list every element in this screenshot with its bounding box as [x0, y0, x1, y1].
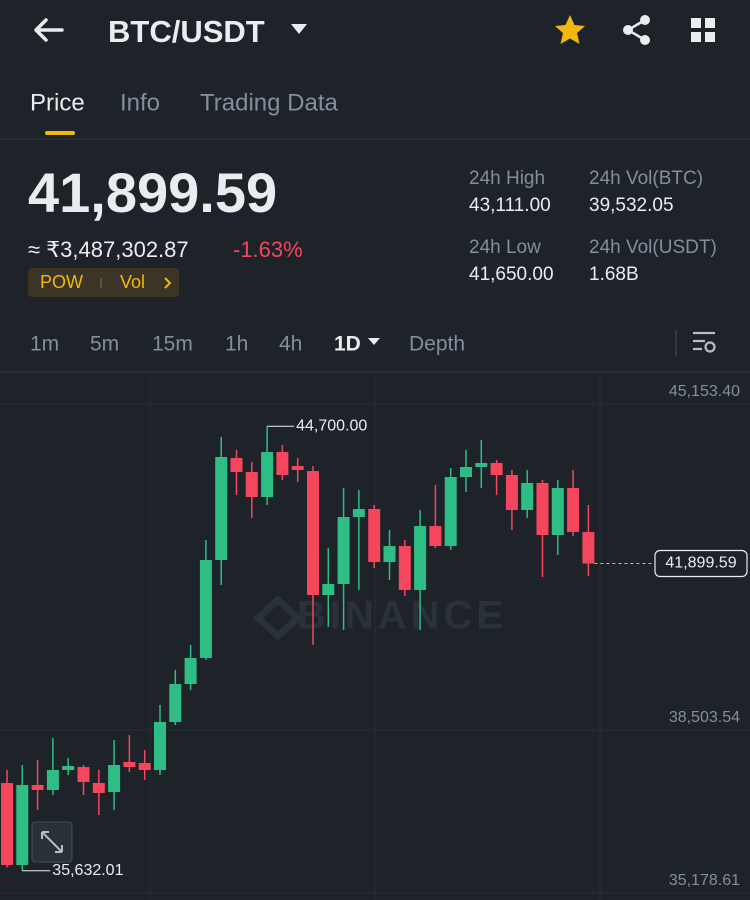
candle-body	[383, 546, 396, 563]
candle-body	[582, 532, 595, 564]
interval[interactable]: 15m	[152, 333, 193, 356]
tab[interactable]: Price	[30, 89, 85, 116]
stat-value: 43,111.00	[469, 195, 551, 216]
candle-body	[169, 684, 182, 723]
watermark: BINANCE	[297, 594, 507, 638]
candle-body	[138, 762, 151, 770]
y-tick-label: 38,503.54	[669, 709, 740, 726]
stat-value: 39,532.05	[589, 195, 674, 216]
settings-gear	[704, 341, 716, 353]
watermark-logo	[252, 595, 304, 641]
high-marker-label: 44,700.00	[296, 417, 367, 434]
interval[interactable]: 4h	[279, 333, 302, 356]
candle-body	[77, 767, 90, 783]
candle-body	[521, 482, 534, 510]
tab[interactable]: Trading Data	[200, 89, 339, 116]
tag-background	[28, 268, 179, 297]
grid-cell	[691, 32, 701, 42]
stat-label: 24h Low	[469, 237, 541, 258]
expand-button[interactable]	[31, 821, 73, 863]
grid-cell	[691, 18, 701, 28]
grid-cell	[705, 32, 715, 42]
candle-body	[62, 766, 75, 770]
stat-label: 24h Vol(BTC)	[589, 168, 703, 189]
candle-body	[352, 509, 365, 518]
candle-body	[46, 769, 59, 790]
candle-body	[261, 452, 274, 498]
candle-body	[444, 477, 457, 547]
candle-body	[368, 509, 381, 563]
grid-cell	[705, 18, 715, 28]
low-marker-label: 35,632.01	[52, 862, 123, 879]
candle-body	[154, 722, 166, 770]
fiat-price: ≈ ₹3,487,302.87	[28, 237, 189, 262]
candle-body	[475, 462, 488, 468]
back-button[interactable]	[34, 18, 64, 42]
candle-body	[199, 559, 212, 658]
candle-body	[16, 784, 29, 865]
y-tick-label: 45,153.40	[669, 383, 740, 400]
candle-body	[245, 472, 258, 498]
tag-box[interactable]: POW Vol	[28, 268, 179, 297]
candle-body	[108, 764, 121, 793]
stat-value: 1.68B	[589, 264, 639, 285]
tag: POW	[40, 272, 83, 292]
candle-body	[490, 462, 503, 475]
back-icon	[34, 18, 64, 42]
last-price-label: 41,899.59	[665, 555, 736, 572]
candle-body	[1, 782, 13, 865]
candle-body	[429, 526, 442, 547]
pair-title[interactable]: BTC/USDT	[108, 14, 265, 49]
share-button[interactable]	[623, 15, 650, 45]
stat-label: 24h High	[469, 168, 545, 189]
tab-indicator	[45, 131, 75, 135]
candle-body	[31, 784, 44, 790]
tag-chevron	[164, 277, 172, 289]
candle-body	[291, 466, 304, 470]
price-change: -1.63%	[233, 237, 303, 262]
candle-body	[322, 584, 335, 595]
candle-body	[276, 452, 289, 475]
candle-body	[92, 782, 105, 793]
candle-body	[337, 517, 350, 585]
chart-settings[interactable]	[693, 331, 716, 353]
candle-body	[460, 467, 472, 478]
candle-body	[123, 762, 136, 768]
expand-icon	[41, 831, 63, 853]
candle-body	[398, 546, 411, 590]
last-price: 41,899.59	[28, 161, 277, 224]
candle-body	[567, 487, 580, 533]
candle-body	[551, 487, 564, 535]
interval-dropdown[interactable]	[368, 338, 380, 345]
interval[interactable]: 5m	[90, 333, 119, 356]
interval[interactable]: 1h	[225, 333, 248, 356]
share-lines	[625, 18, 646, 42]
tab[interactable]: Info	[120, 89, 160, 116]
candle-body	[307, 471, 319, 595]
pair-dropdown[interactable]	[291, 24, 307, 34]
favorite-star[interactable]	[555, 15, 585, 44]
candle-body	[536, 482, 549, 535]
y-tick-label: 35,178.61	[669, 872, 740, 889]
stat-value: 41,650.00	[469, 264, 554, 285]
settings-lines	[693, 331, 715, 351]
tag: Vol	[120, 272, 145, 292]
menu-grid[interactable]	[691, 18, 715, 42]
candle-body	[184, 657, 197, 685]
candle-body	[215, 457, 228, 560]
interval-selected[interactable]: 1D	[334, 333, 361, 356]
candle-body	[505, 474, 518, 510]
candle-body	[230, 457, 243, 473]
stat-label: 24h Vol(USDT)	[589, 237, 717, 258]
last-price-box	[654, 549, 748, 578]
candlestick-chart: BINANCE 45,153.40 38,503.54 35,178.61 44,700…	[0, 372, 750, 900]
interval[interactable]: 1m	[30, 333, 59, 356]
candle-body	[414, 526, 427, 590]
interval[interactable]: Depth	[409, 333, 465, 356]
